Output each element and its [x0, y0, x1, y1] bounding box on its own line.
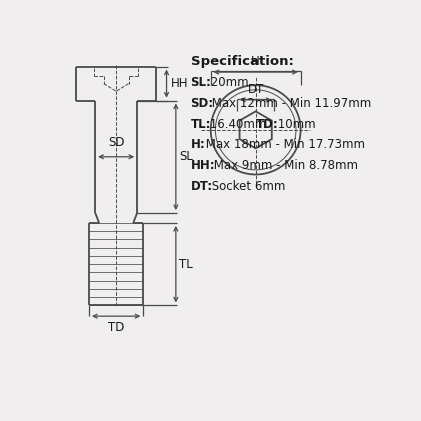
- Text: H:: H:: [191, 139, 205, 151]
- Text: SL: SL: [179, 150, 193, 163]
- Text: Specification:: Specification:: [191, 55, 293, 68]
- Text: HH: HH: [171, 77, 188, 90]
- Text: TL: TL: [179, 258, 193, 271]
- Text: SL:: SL:: [191, 76, 211, 89]
- Text: TD:: TD:: [256, 117, 279, 131]
- Text: Max 18mm - Min 17.73mm: Max 18mm - Min 17.73mm: [202, 139, 365, 151]
- Text: Max 12mm - Min 11.97mm: Max 12mm - Min 11.97mm: [208, 97, 372, 110]
- Text: Max 9mm - Min 8.78mm: Max 9mm - Min 8.78mm: [210, 159, 358, 172]
- Text: SD:: SD:: [191, 97, 214, 110]
- Text: 16.40mm: 16.40mm: [206, 117, 271, 131]
- Text: TL:: TL:: [191, 117, 211, 131]
- Text: Socket 6mm: Socket 6mm: [208, 180, 285, 193]
- Text: HH:: HH:: [191, 159, 215, 172]
- Text: H: H: [251, 55, 260, 68]
- Text: DT:: DT:: [191, 180, 213, 193]
- Text: SD: SD: [108, 136, 125, 149]
- Text: 10mm: 10mm: [274, 117, 315, 131]
- Text: 20mm: 20mm: [207, 76, 248, 89]
- Text: TD: TD: [108, 321, 124, 334]
- Text: DT: DT: [248, 83, 264, 96]
